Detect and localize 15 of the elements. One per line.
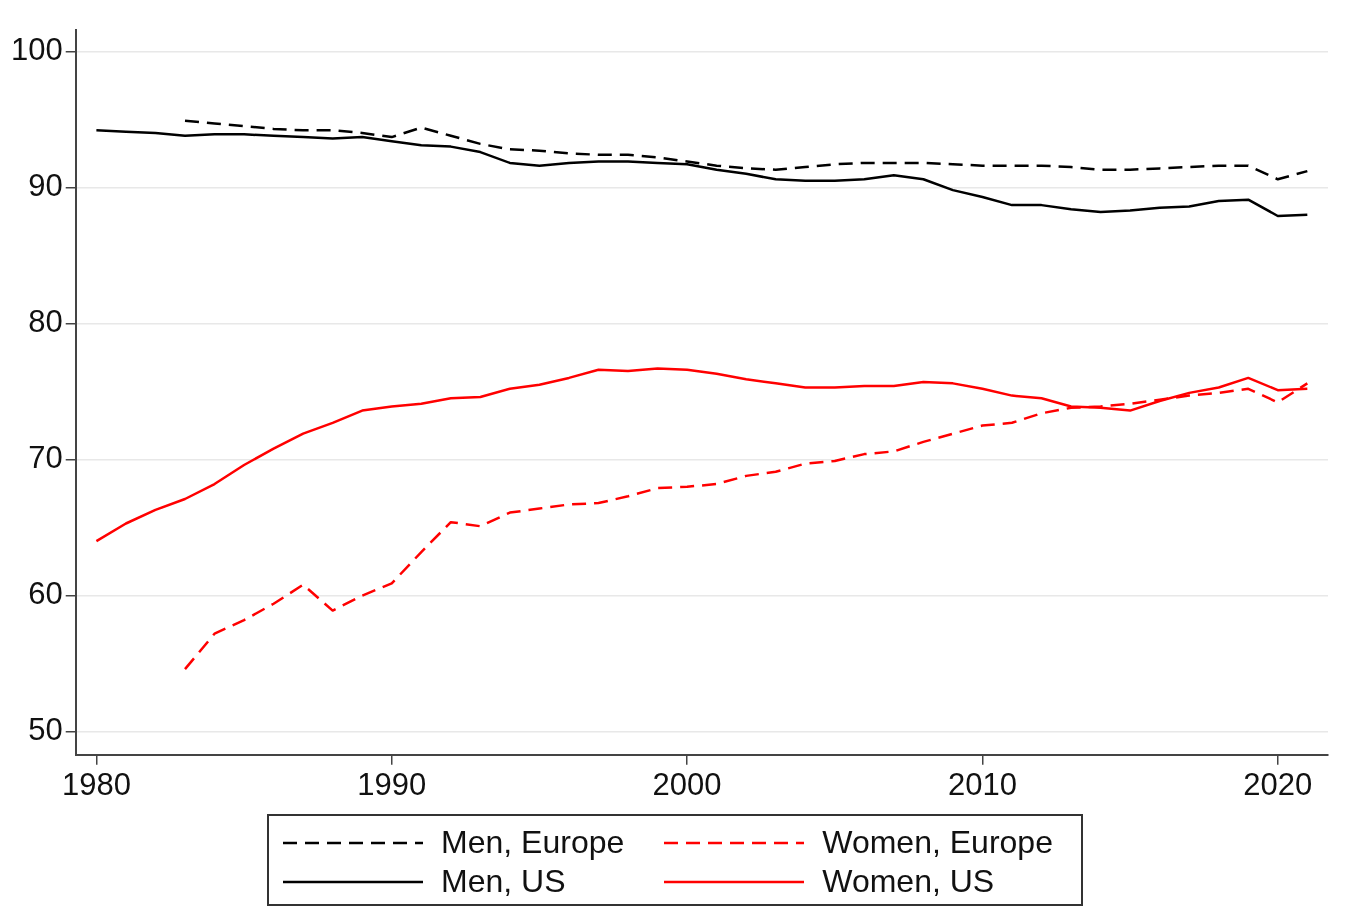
x-tick-label: 1980 — [61, 766, 131, 802]
legend-label: Men, Europe — [441, 824, 625, 861]
legend-label: Women, US — [822, 863, 995, 900]
x-tick-label: 2000 — [652, 766, 722, 802]
x-tick-label: 2020 — [1243, 766, 1313, 802]
legend-label: Women, Europe — [822, 824, 1053, 861]
x-tick-label: 2010 — [947, 766, 1017, 802]
y-tick-label: 90 — [28, 167, 63, 203]
y-tick-label: 70 — [28, 440, 63, 476]
y-tick-label: 80 — [28, 304, 63, 340]
y-tick-label: 50 — [28, 712, 63, 748]
x-tick-label: 1990 — [357, 766, 427, 802]
y-tick-label: 60 — [28, 576, 63, 612]
legend-label: Men, US — [441, 863, 566, 900]
y-tick-label: 100 — [10, 31, 63, 67]
